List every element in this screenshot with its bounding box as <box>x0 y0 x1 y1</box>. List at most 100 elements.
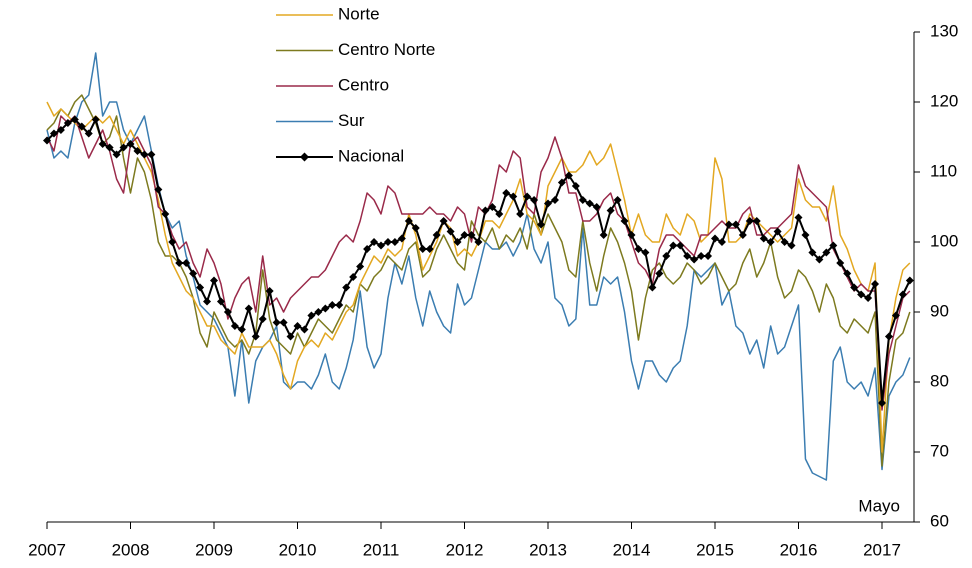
marker <box>502 189 511 197</box>
marker <box>871 280 880 288</box>
marker <box>550 196 559 204</box>
legend-label: Centro Norte <box>338 40 435 59</box>
series-line <box>46 115 911 411</box>
marker <box>773 227 782 236</box>
marker <box>801 231 810 239</box>
marker <box>349 273 358 281</box>
marker <box>70 115 79 124</box>
x-tick-label: 2013 <box>529 540 567 559</box>
marker <box>752 217 761 225</box>
marker <box>126 140 135 148</box>
y-tick-label: 80 <box>930 371 949 390</box>
y-tick-label: 110 <box>930 161 957 180</box>
x-tick-label: 2009 <box>195 540 233 559</box>
x-tick-label: 2015 <box>696 540 734 559</box>
marker <box>300 152 309 162</box>
marker <box>230 322 239 330</box>
marker <box>815 255 824 264</box>
marker <box>780 238 789 246</box>
marker <box>878 399 886 407</box>
marker <box>279 318 288 327</box>
marker <box>474 238 483 246</box>
marker <box>383 238 392 246</box>
marker <box>606 206 615 215</box>
marker <box>571 182 580 190</box>
marker <box>724 220 733 229</box>
marker <box>119 143 128 152</box>
y-tick-label: 120 <box>930 91 958 110</box>
marker <box>564 171 573 180</box>
marker <box>481 206 490 215</box>
marker <box>314 308 323 316</box>
marker <box>544 199 552 208</box>
marker <box>307 311 316 320</box>
x-tick-label: 2007 <box>28 540 66 559</box>
marker <box>655 269 664 278</box>
marker <box>864 294 873 302</box>
marker <box>342 283 351 292</box>
marker <box>425 245 434 253</box>
x-tick-label: 2016 <box>780 540 818 559</box>
marker <box>418 245 427 253</box>
x-tick-label: 2008 <box>112 540 150 559</box>
y-tick-label: 60 <box>930 511 949 530</box>
marker <box>537 220 546 229</box>
marker <box>662 252 671 260</box>
marker <box>77 122 86 131</box>
marker <box>432 231 441 239</box>
marker <box>356 262 365 271</box>
y-tick-label: 90 <box>930 301 949 320</box>
marker <box>411 224 420 232</box>
marker <box>251 332 260 341</box>
y-tick-label: 130 <box>930 21 958 40</box>
marker <box>397 234 406 243</box>
marker <box>321 304 330 313</box>
marker <box>272 318 281 327</box>
marker <box>613 196 622 204</box>
marker <box>105 143 114 152</box>
x-tick-label: 2012 <box>446 540 484 559</box>
marker <box>390 238 399 246</box>
legend-label: Norte <box>338 4 380 23</box>
marker <box>488 203 497 211</box>
marker <box>787 241 796 250</box>
marker <box>453 238 462 246</box>
marker <box>460 231 469 239</box>
marker <box>112 150 121 159</box>
marker <box>829 241 838 250</box>
y-tick-label: 70 <box>930 441 949 460</box>
marker <box>370 238 379 246</box>
marker <box>690 255 699 264</box>
marker <box>154 185 163 194</box>
marker <box>731 220 740 229</box>
marker <box>530 196 539 204</box>
marker <box>711 234 719 243</box>
marker <box>439 217 448 225</box>
legend-label: Centro <box>338 75 389 94</box>
marker <box>509 192 518 201</box>
marker <box>905 276 914 285</box>
y-tick-label: 100 <box>930 231 958 250</box>
marker <box>467 231 476 239</box>
marker <box>49 129 58 138</box>
marker <box>822 248 831 257</box>
marker <box>63 119 72 127</box>
marker <box>293 322 302 330</box>
x-tick-label: 2017 <box>863 540 901 559</box>
legend-label: Nacional <box>338 146 404 165</box>
marker <box>203 297 212 306</box>
marker <box>523 192 532 201</box>
marker <box>404 217 413 225</box>
marker <box>850 283 859 292</box>
marker <box>363 245 372 253</box>
marker <box>98 140 107 148</box>
marker <box>641 248 650 257</box>
marker <box>286 332 295 341</box>
series-line <box>46 94 911 467</box>
marker <box>634 245 643 253</box>
marker <box>898 290 907 299</box>
marker <box>578 196 587 204</box>
marker <box>56 126 65 134</box>
